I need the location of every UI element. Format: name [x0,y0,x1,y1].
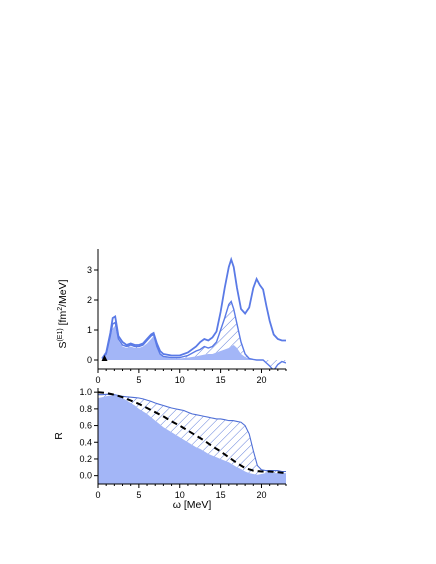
top-x-tick-label: 5 [136,375,141,385]
bottom-x-tick-label: 15 [216,490,226,500]
top-y-tick-label: 3 [87,265,92,275]
bottom-y-axis-label: R [53,432,65,440]
bottom-hatched-region [98,394,286,475]
bottom-y-tick-label: 0.8 [79,404,92,414]
top-y-tick-label: 0 [87,355,92,365]
bottom-filled-area [98,395,286,484]
top-y-axis-label-main: S [57,342,69,349]
top-y-tick-label: 1 [87,325,92,335]
threshold-marker-icon [101,355,108,361]
top-hatched-region [102,301,286,369]
bottom-y-tick-label: 0.4 [79,437,92,447]
bottom-x-tick-label: 5 [136,490,141,500]
top-x-tick-label: 0 [95,375,100,385]
bottom-x-tick-label: 10 [175,490,185,500]
top-filled-area [102,327,286,360]
bottom-y-tick-label: 0.2 [79,454,92,464]
top-x-tick-label: 15 [216,375,226,385]
bottom-panel: 0.0 0.2 0.4 0.6 0.8 1.0 0 5 10 15 20 R ω [MeV] [53,387,287,511]
top-y-axis-label: S(E1) [fm2/MeV] [57,279,69,348]
top-axes: 0 1 2 3 0 5 10 15 20 [87,249,287,385]
top-x-tick-label: 20 [256,375,266,385]
bottom-y-tick-label: 0.0 [79,471,92,481]
top-middle-curve [101,300,286,369]
top-y-axis-label-unit-sup: 2 [57,307,64,311]
bottom-x-axis-label: ω [MeV] [173,499,212,511]
top-y-tick-label: 2 [87,295,92,305]
bottom-y-tick-label: 0.6 [79,421,92,431]
bottom-dashed-curve [98,391,286,475]
top-y-axis-label-sup: (E1) [57,328,64,341]
top-y-axis-label-unit-end: /MeV] [57,279,69,307]
bottom-upper-curve [98,393,286,473]
top-x-tick-label: 10 [175,375,185,385]
bottom-x-tick-label: 20 [256,490,266,500]
bottom-y-tick-label: 1.0 [79,387,92,397]
bottom-x-tick-label: 0 [95,490,100,500]
top-y-axis-label-unit: [fm [57,311,69,329]
bottom-axes: 0.0 0.2 0.4 0.6 0.8 1.0 0 5 10 15 20 [79,387,287,500]
top-total-curve [101,256,286,360]
